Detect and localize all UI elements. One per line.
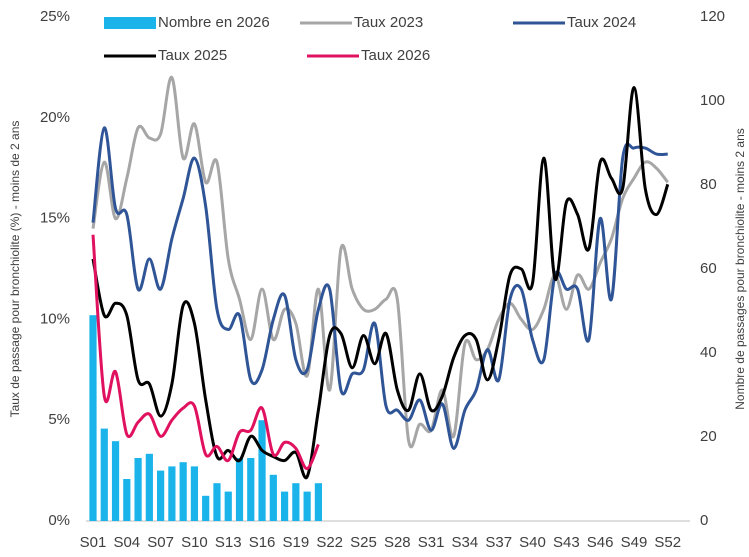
x-tick-label: S28 bbox=[384, 534, 411, 551]
y2-tick-label: 20 bbox=[700, 428, 717, 445]
bar bbox=[314, 483, 322, 521]
y-tick-label: 20% bbox=[40, 109, 70, 126]
x-tick-label: S04 bbox=[113, 534, 140, 551]
bar bbox=[134, 458, 142, 521]
legend-label: Nombre en 2026 bbox=[158, 14, 270, 31]
x-tick-label: S37 bbox=[485, 534, 512, 551]
x-tick-label: S49 bbox=[621, 534, 648, 551]
y2-tick-label: 80 bbox=[700, 176, 717, 193]
bar bbox=[303, 491, 311, 521]
x-tick-label: S40 bbox=[519, 534, 546, 551]
x-tick-label: S13 bbox=[215, 534, 242, 551]
y2-axis-label: Nombre de passages pour bronchiolite - m… bbox=[733, 128, 747, 409]
y2-tick-label: 40 bbox=[700, 344, 717, 361]
line bbox=[91, 126, 668, 450]
y-tick-label: 15% bbox=[40, 210, 70, 227]
y-tick-label: 0% bbox=[48, 512, 70, 529]
legend-label: Taux 2024 bbox=[567, 14, 636, 31]
x-tick-label: S16 bbox=[249, 534, 276, 551]
line bbox=[91, 75, 669, 449]
x-tick-label: S10 bbox=[181, 534, 208, 551]
legend-label: Taux 2023 bbox=[354, 14, 423, 31]
y-tick-label: 25% bbox=[40, 8, 70, 25]
y-tick-label: 5% bbox=[48, 411, 70, 428]
bar bbox=[179, 462, 187, 521]
bar bbox=[157, 470, 165, 521]
bar bbox=[123, 479, 131, 521]
legend-label: Taux 2026 bbox=[361, 47, 430, 64]
y-tick-label: 10% bbox=[40, 310, 70, 327]
legend-swatch bbox=[104, 17, 156, 29]
bar bbox=[224, 491, 232, 521]
bar bbox=[190, 466, 199, 521]
x-tick-label: S43 bbox=[553, 534, 580, 551]
bar bbox=[100, 428, 108, 521]
line bbox=[91, 234, 320, 471]
bar bbox=[280, 491, 289, 521]
bar bbox=[202, 495, 210, 521]
y2-tick-label: 120 bbox=[700, 8, 725, 25]
y2-tick-label: 0 bbox=[700, 512, 708, 529]
legend-label: Taux 2025 bbox=[158, 47, 227, 64]
bar bbox=[213, 483, 221, 521]
bar bbox=[111, 441, 120, 521]
x-tick-label: S25 bbox=[350, 534, 377, 551]
x-tick-label: S46 bbox=[587, 534, 614, 551]
bar bbox=[247, 458, 255, 521]
x-tick-label: S07 bbox=[147, 534, 174, 551]
bar bbox=[269, 474, 277, 521]
y2-tick-label: 60 bbox=[700, 260, 717, 277]
x-tick-label: S31 bbox=[418, 534, 445, 551]
x-tick-label: S19 bbox=[283, 534, 310, 551]
bar bbox=[145, 453, 153, 521]
x-tick-label: S22 bbox=[316, 534, 343, 551]
x-tick-label: S52 bbox=[654, 534, 681, 551]
bar bbox=[292, 483, 300, 521]
x-tick-label: S01 bbox=[80, 534, 107, 551]
bar bbox=[89, 315, 97, 521]
bar bbox=[235, 458, 244, 521]
bar bbox=[168, 466, 176, 521]
line bbox=[91, 86, 670, 480]
y-axis-label: Taux de passage pour bronchiolite (%) - … bbox=[8, 121, 22, 418]
bar bbox=[258, 420, 266, 521]
x-tick-label: S34 bbox=[452, 534, 479, 551]
y2-tick-label: 100 bbox=[700, 92, 725, 109]
